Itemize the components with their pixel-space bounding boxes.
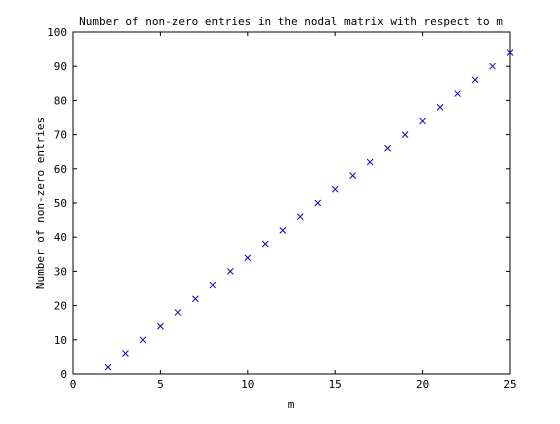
plot-area	[72, 31, 511, 375]
data-point	[366, 158, 374, 166]
y-tick-label: 20	[54, 300, 67, 313]
data-point	[454, 90, 461, 97]
data-point	[104, 363, 112, 371]
y-axis-label: Number of non-zero entries	[34, 117, 47, 289]
y-axis-ticks: 0 10 20 30 40 50 60 70 80 90 100	[47, 26, 510, 381]
y-tick-label: 50	[54, 197, 67, 210]
y-tick-label: 70	[54, 129, 67, 142]
x-tick-label: 25	[503, 378, 516, 391]
x-tick-label: 10	[241, 378, 254, 391]
y-tick-label: 60	[54, 163, 67, 176]
chart-title: Number of non-zero entries in the nodal …	[79, 15, 503, 28]
data-point	[261, 240, 269, 248]
data-point	[314, 199, 322, 207]
data-point	[209, 281, 217, 289]
x-tick-label: 5	[157, 378, 164, 391]
data-point	[296, 213, 304, 221]
x-tick-label: 20	[416, 378, 429, 391]
data-point	[122, 350, 129, 357]
data-point	[192, 295, 199, 303]
data-points	[104, 49, 514, 371]
y-tick-label: 0	[60, 368, 67, 381]
data-point	[279, 227, 287, 234]
data-point	[157, 322, 164, 330]
data-point	[401, 131, 409, 138]
data-point	[139, 336, 147, 344]
y-tick-label: 90	[54, 60, 67, 73]
y-tick-label: 100	[47, 26, 67, 39]
data-point	[349, 172, 357, 179]
data-point	[506, 49, 514, 56]
data-point	[244, 254, 252, 262]
y-tick-label: 40	[54, 231, 67, 244]
data-point	[384, 144, 391, 152]
y-tick-label: 80	[54, 94, 67, 107]
data-point	[436, 103, 444, 111]
y-tick-label: 30	[54, 265, 67, 278]
x-tick-label: 15	[329, 378, 342, 391]
data-point	[471, 76, 479, 84]
data-point	[331, 185, 339, 193]
data-point	[489, 62, 496, 70]
x-axis-ticks: 0 5 10 15 20 25	[70, 32, 517, 391]
data-point	[419, 117, 426, 125]
x-axis-label: m	[288, 398, 295, 411]
data-point	[174, 309, 182, 316]
y-tick-label: 10	[54, 334, 67, 347]
data-point	[226, 268, 234, 275]
x-tick-label: 0	[70, 378, 77, 391]
